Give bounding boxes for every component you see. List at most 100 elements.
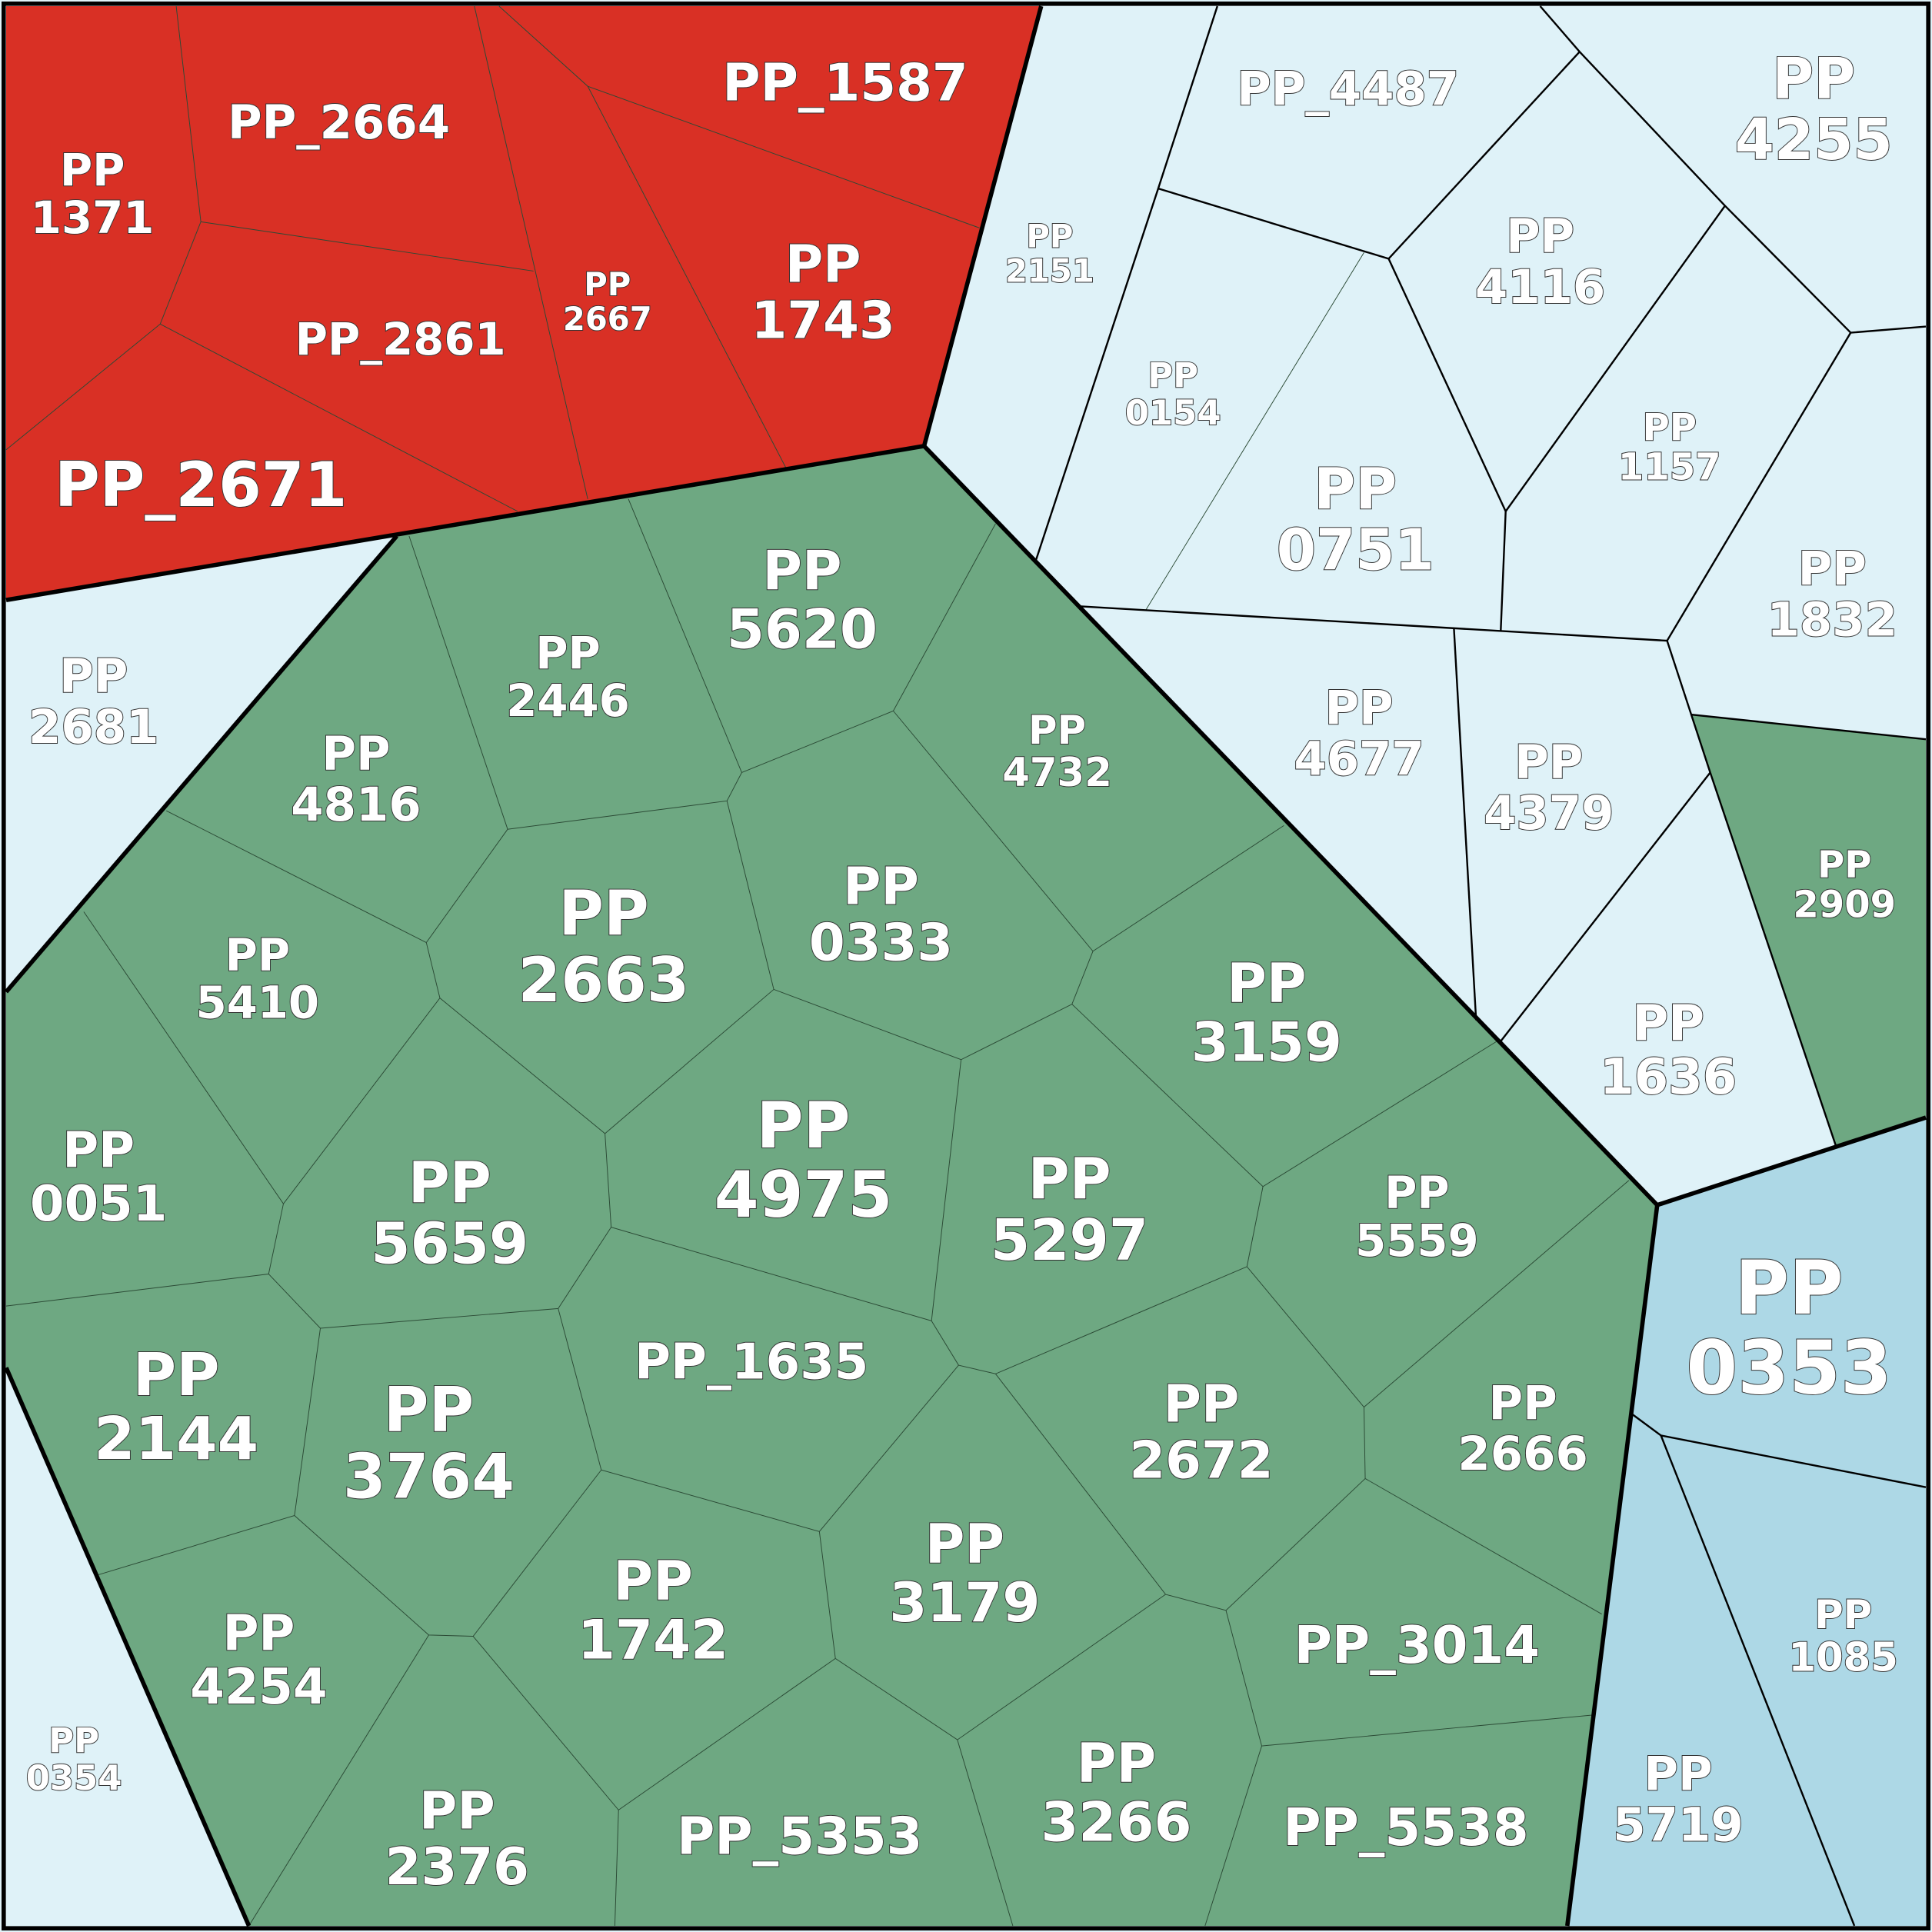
cell-label: PP xyxy=(408,1151,491,1216)
cell-label: 1832 xyxy=(1767,592,1897,647)
cell-label: 0353 xyxy=(1686,1325,1892,1411)
cell-label: 2446 xyxy=(506,675,629,727)
cell-label: PP xyxy=(843,857,919,917)
cell-label: PP xyxy=(48,1720,99,1761)
cell-label: PP xyxy=(1077,1732,1156,1795)
cell-label: PP xyxy=(1632,996,1704,1053)
cell-label: PP xyxy=(1735,1245,1844,1331)
blue-group xyxy=(1567,1118,1926,1926)
cell-label: PP xyxy=(1028,708,1086,754)
cell-label: PP_1635 xyxy=(635,1334,868,1391)
cell-borders xyxy=(5,5,1630,1927)
cell-label: 4255 xyxy=(1735,108,1893,173)
cell-label: PP xyxy=(584,265,631,303)
cell-label: PP_2671 xyxy=(55,449,347,521)
cell-label: PP xyxy=(1506,209,1574,264)
cell-label: PP xyxy=(1798,542,1867,597)
red-group xyxy=(6,6,1041,601)
cell-label: PP_5353 xyxy=(677,1806,922,1866)
cell-label: 2151 xyxy=(1005,252,1094,290)
cell-label: 1085 xyxy=(1788,1634,1898,1681)
cell-label: PP xyxy=(1814,1592,1872,1638)
green-group xyxy=(6,445,1657,1926)
cell-label: 1157 xyxy=(1618,446,1721,489)
cell-label: PP_2664 xyxy=(228,95,450,150)
cell-label: 4975 xyxy=(715,1158,893,1232)
cell-label: PP_5538 xyxy=(1283,1797,1528,1857)
cell-label: 5620 xyxy=(727,598,878,661)
cell-label: PP_4487 xyxy=(1237,62,1459,117)
cell-label: 1743 xyxy=(751,290,895,350)
cell-label: 3266 xyxy=(1041,1790,1191,1854)
cell-label: PP xyxy=(1148,355,1198,396)
cell-label: 5559 xyxy=(1355,1214,1478,1267)
cell-label: 1636 xyxy=(1600,1049,1737,1106)
cell-label: 2681 xyxy=(28,700,158,754)
cell-label: 2667 xyxy=(563,300,652,338)
cell-label: 0051 xyxy=(30,1176,167,1233)
cell-label: PP xyxy=(925,1513,1004,1576)
cell-label: 5719 xyxy=(1613,1797,1743,1852)
cell-label: 4816 xyxy=(291,778,421,832)
cell-label: 4732 xyxy=(1002,750,1112,796)
green-cell xyxy=(1691,715,1926,1146)
cell-label: 0751 xyxy=(1277,518,1434,584)
cell-label: PP xyxy=(1314,457,1397,522)
cell-label: 4116 xyxy=(1475,260,1605,315)
cell-label: PP xyxy=(222,1606,295,1663)
cell-label: PP xyxy=(1324,681,1393,736)
cell-label: 0333 xyxy=(809,912,953,972)
cell-label: PP xyxy=(785,235,861,295)
cell-label: 5410 xyxy=(196,977,319,1029)
cell-label: 4677 xyxy=(1294,731,1424,786)
cell-label: PP_1587 xyxy=(722,53,968,113)
cell-label: 2376 xyxy=(385,1837,529,1897)
cell-label: PP xyxy=(1384,1166,1450,1218)
cell-label: PP xyxy=(762,539,841,602)
cell-label: PP xyxy=(225,928,291,981)
cell-label: PP xyxy=(756,1088,850,1163)
cell-label: 0154 xyxy=(1125,392,1221,433)
cell-label: PP xyxy=(59,649,128,704)
cell-label: PP xyxy=(613,1550,692,1613)
cell-label: 2144 xyxy=(94,1405,258,1474)
cell-label: 5659 xyxy=(371,1212,528,1277)
cell-label: 3179 xyxy=(889,1571,1040,1634)
cell-label: PP xyxy=(1644,1747,1712,1802)
cell-label: PP xyxy=(1164,1374,1240,1434)
cell-label: 2663 xyxy=(518,944,690,1016)
cell-label: PP xyxy=(1643,406,1697,449)
cell-label: PP xyxy=(1026,218,1073,255)
cell-label: 4254 xyxy=(190,1659,327,1716)
cell-label: 0354 xyxy=(26,1757,122,1798)
cell-label: PP xyxy=(60,144,125,196)
cell-label: 2909 xyxy=(1793,883,1896,926)
cell-label: PP xyxy=(1028,1147,1111,1212)
cell-label: 3159 xyxy=(1191,1011,1342,1074)
cell-label: PP_3014 xyxy=(1294,1615,1540,1675)
cell-label: PP xyxy=(419,1780,495,1840)
cell-label: 4379 xyxy=(1484,786,1614,841)
cell-label: PP xyxy=(1817,844,1871,887)
group-borders xyxy=(1034,5,1927,1927)
cell-label: 2666 xyxy=(1457,1427,1587,1481)
cell-label: 3764 xyxy=(343,1441,515,1513)
cell-label: 5297 xyxy=(991,1208,1148,1274)
cell-label: PP xyxy=(1514,735,1583,790)
cell-label: PP_2861 xyxy=(295,313,506,365)
cell-label: PP xyxy=(558,878,648,949)
cell-label: PP xyxy=(62,1123,135,1180)
cell-label: PP xyxy=(1489,1376,1557,1431)
cell-label: PP xyxy=(1772,47,1855,112)
cell-label: 1742 xyxy=(578,1608,728,1671)
cell-label: PP xyxy=(1227,952,1306,1015)
cell-label: PP xyxy=(321,727,390,781)
cell-label: 2672 xyxy=(1129,1430,1273,1490)
cell-label: PP xyxy=(384,1374,474,1446)
cell-label: PP xyxy=(535,627,601,679)
cell-label: PP xyxy=(133,1341,220,1410)
cell-label: 1371 xyxy=(31,192,154,244)
